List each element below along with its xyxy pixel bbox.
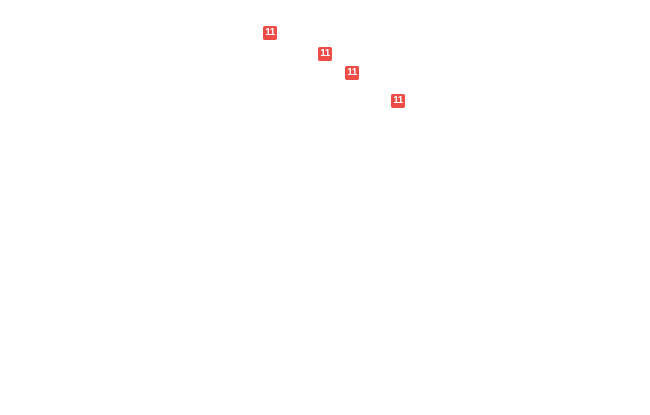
part-number-badge[interactable]: 11	[391, 94, 405, 108]
part-number-badge[interactable]: 11	[263, 26, 277, 40]
part-number-badge[interactable]: 11	[318, 47, 332, 61]
part-number-badge[interactable]: 11	[345, 66, 359, 80]
